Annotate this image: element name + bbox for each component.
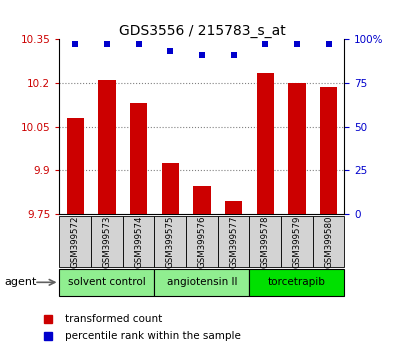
- Text: agent: agent: [4, 277, 36, 287]
- Point: [198, 52, 204, 58]
- Bar: [281, 216, 312, 267]
- Point: [230, 52, 236, 58]
- Text: percentile rank within the sample: percentile rank within the sample: [65, 331, 240, 341]
- Text: GSM399576: GSM399576: [197, 215, 206, 268]
- Bar: [217, 216, 249, 267]
- Point: [166, 48, 173, 54]
- Bar: [312, 216, 344, 267]
- Bar: [186, 216, 217, 267]
- Bar: [98, 80, 115, 214]
- Bar: [288, 83, 305, 214]
- Text: GSM399580: GSM399580: [323, 215, 332, 268]
- Text: torcetrapib: torcetrapib: [267, 277, 325, 287]
- Text: GSM399577: GSM399577: [229, 215, 238, 268]
- Bar: [249, 269, 344, 296]
- Bar: [91, 216, 122, 267]
- Bar: [161, 163, 179, 214]
- Text: GSM399572: GSM399572: [71, 215, 80, 268]
- Bar: [193, 187, 210, 214]
- Bar: [154, 269, 249, 296]
- Text: GSM399574: GSM399574: [134, 215, 143, 268]
- Title: GDS3556 / 215783_s_at: GDS3556 / 215783_s_at: [118, 24, 285, 38]
- Text: GSM399579: GSM399579: [292, 216, 301, 268]
- Bar: [256, 73, 273, 214]
- Text: transformed count: transformed count: [65, 314, 162, 324]
- Text: GSM399578: GSM399578: [260, 215, 269, 268]
- Bar: [59, 269, 154, 296]
- Bar: [224, 201, 242, 214]
- Bar: [59, 216, 91, 267]
- Text: solvent control: solvent control: [68, 277, 146, 287]
- Point: [103, 41, 110, 47]
- Point: [324, 41, 331, 47]
- Point: [72, 41, 79, 47]
- Text: GSM399575: GSM399575: [165, 215, 174, 268]
- Bar: [66, 118, 84, 214]
- Text: GSM399573: GSM399573: [102, 215, 111, 268]
- Bar: [122, 216, 154, 267]
- Point: [261, 41, 268, 47]
- Bar: [130, 103, 147, 214]
- Bar: [319, 87, 337, 214]
- Bar: [154, 216, 186, 267]
- Text: angiotensin II: angiotensin II: [166, 277, 236, 287]
- Point: [293, 41, 299, 47]
- Point: [135, 41, 142, 47]
- Bar: [249, 216, 281, 267]
